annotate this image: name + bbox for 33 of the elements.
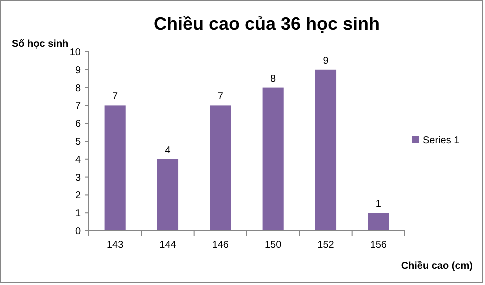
x-tick-label: 156 — [370, 240, 388, 251]
bar — [210, 106, 232, 231]
x-tick-label: 144 — [160, 240, 177, 251]
y-tick-label: 7 — [75, 101, 82, 112]
bar — [262, 88, 284, 231]
y-tick-label: 2 — [75, 190, 82, 202]
x-tick-label: 143 — [106, 240, 124, 251]
y-tick-label: 3 — [75, 172, 82, 184]
y-tick-label: 10 — [70, 48, 82, 58]
legend-label: Series 1 — [423, 136, 460, 146]
y-tick-label: 1 — [75, 208, 82, 220]
data-label: 4 — [165, 145, 172, 156]
x-tick-label: 146 — [212, 240, 230, 251]
x-tick-label: 150 — [264, 240, 282, 251]
y-axis-title: Số học sinh — [12, 39, 69, 50]
bar — [368, 213, 390, 231]
y-tick-label: 0 — [75, 226, 82, 238]
y-tick-label: 8 — [75, 83, 82, 94]
data-label: 7 — [112, 92, 119, 103]
bar — [104, 106, 126, 231]
y-tick-label: 4 — [75, 154, 82, 166]
x-tick-label: 152 — [318, 240, 335, 251]
y-tick-label: 9 — [75, 65, 82, 76]
bar — [157, 159, 179, 231]
y-tick-label: 6 — [75, 119, 82, 130]
data-label: 9 — [323, 56, 330, 67]
bar — [315, 70, 337, 231]
data-label: 8 — [270, 74, 277, 85]
x-axis-title: Chiều cao (cm) — [401, 261, 473, 272]
chart-title: Chiều cao của 36 học sinh — [154, 14, 380, 34]
y-tick-label: 5 — [75, 137, 82, 148]
data-label: 1 — [376, 199, 382, 210]
data-label: 7 — [218, 92, 224, 103]
